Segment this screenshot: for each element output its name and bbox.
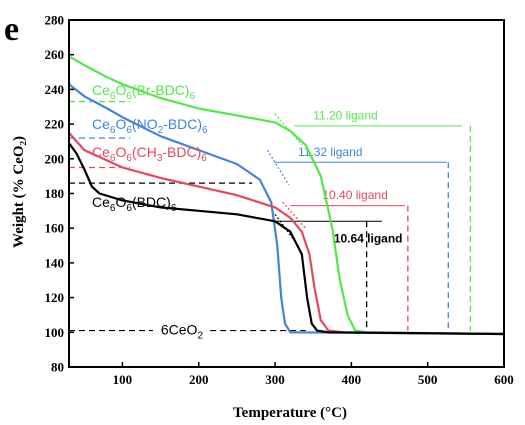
- tangent-line: [266, 149, 290, 186]
- ceo2-label: 6CeO2: [161, 322, 204, 342]
- ligand-annotation: 11.20 ligand: [313, 108, 378, 122]
- y-tick-label: 260: [45, 47, 65, 62]
- series-label-br: Ce6O6(Br-BDC)6: [92, 82, 195, 102]
- x-axis-title: Temperature (°C): [233, 405, 347, 421]
- tangent-line: [274, 113, 303, 146]
- y-tick-label: 280: [45, 13, 65, 28]
- x-tick-label: 300: [265, 372, 285, 387]
- series-line-no2: [68, 83, 505, 336]
- ligand-annotation: 10.40 ligand: [322, 188, 387, 202]
- series-line-ch3: [68, 132, 505, 336]
- x-tick-label: 200: [189, 372, 209, 387]
- series-label-bdc: Ce6O6(BDC)6: [92, 194, 177, 214]
- x-tick-label: 100: [113, 372, 133, 387]
- y-tick-label: 120: [45, 290, 65, 305]
- x-tick-label: 500: [418, 372, 438, 387]
- tangent-line: [282, 201, 307, 229]
- series-line-bdc: [68, 142, 505, 336]
- y-tick-label: 200: [45, 151, 65, 166]
- series-label-no2: Ce6O6(NO2-BDC)6: [92, 116, 208, 136]
- y-axis-title: Weight (% CeO₂): [11, 136, 27, 248]
- ligand-annotation: 11.32 ligand: [298, 145, 363, 159]
- y-tick-label: 180: [45, 186, 65, 201]
- series-label-ch3: Ce6O6(CH3-BDC)6: [92, 144, 207, 164]
- x-tick-label: 600: [494, 372, 514, 387]
- tangent-line: [274, 213, 299, 246]
- y-tick-label: 220: [45, 117, 65, 132]
- y-tick-label: 80: [51, 360, 64, 375]
- ligand-annotation: 10.64 ligand: [334, 232, 403, 246]
- panel-label: e: [4, 11, 19, 48]
- y-tick-label: 100: [45, 325, 65, 340]
- axes: 100 200 300 400 500 600 80 100 120 140 160 180 200 22…: [45, 13, 514, 388]
- series-line-br: [68, 55, 505, 336]
- x-tick-label: 400: [342, 372, 362, 387]
- y-tick-label: 160: [45, 221, 65, 236]
- plot-area: 11.20 ligand 11.32 ligand 10.40 ligand 10.6…: [68, 55, 505, 342]
- y-tick-label: 240: [45, 82, 65, 97]
- y-tick-label: 140: [45, 255, 65, 270]
